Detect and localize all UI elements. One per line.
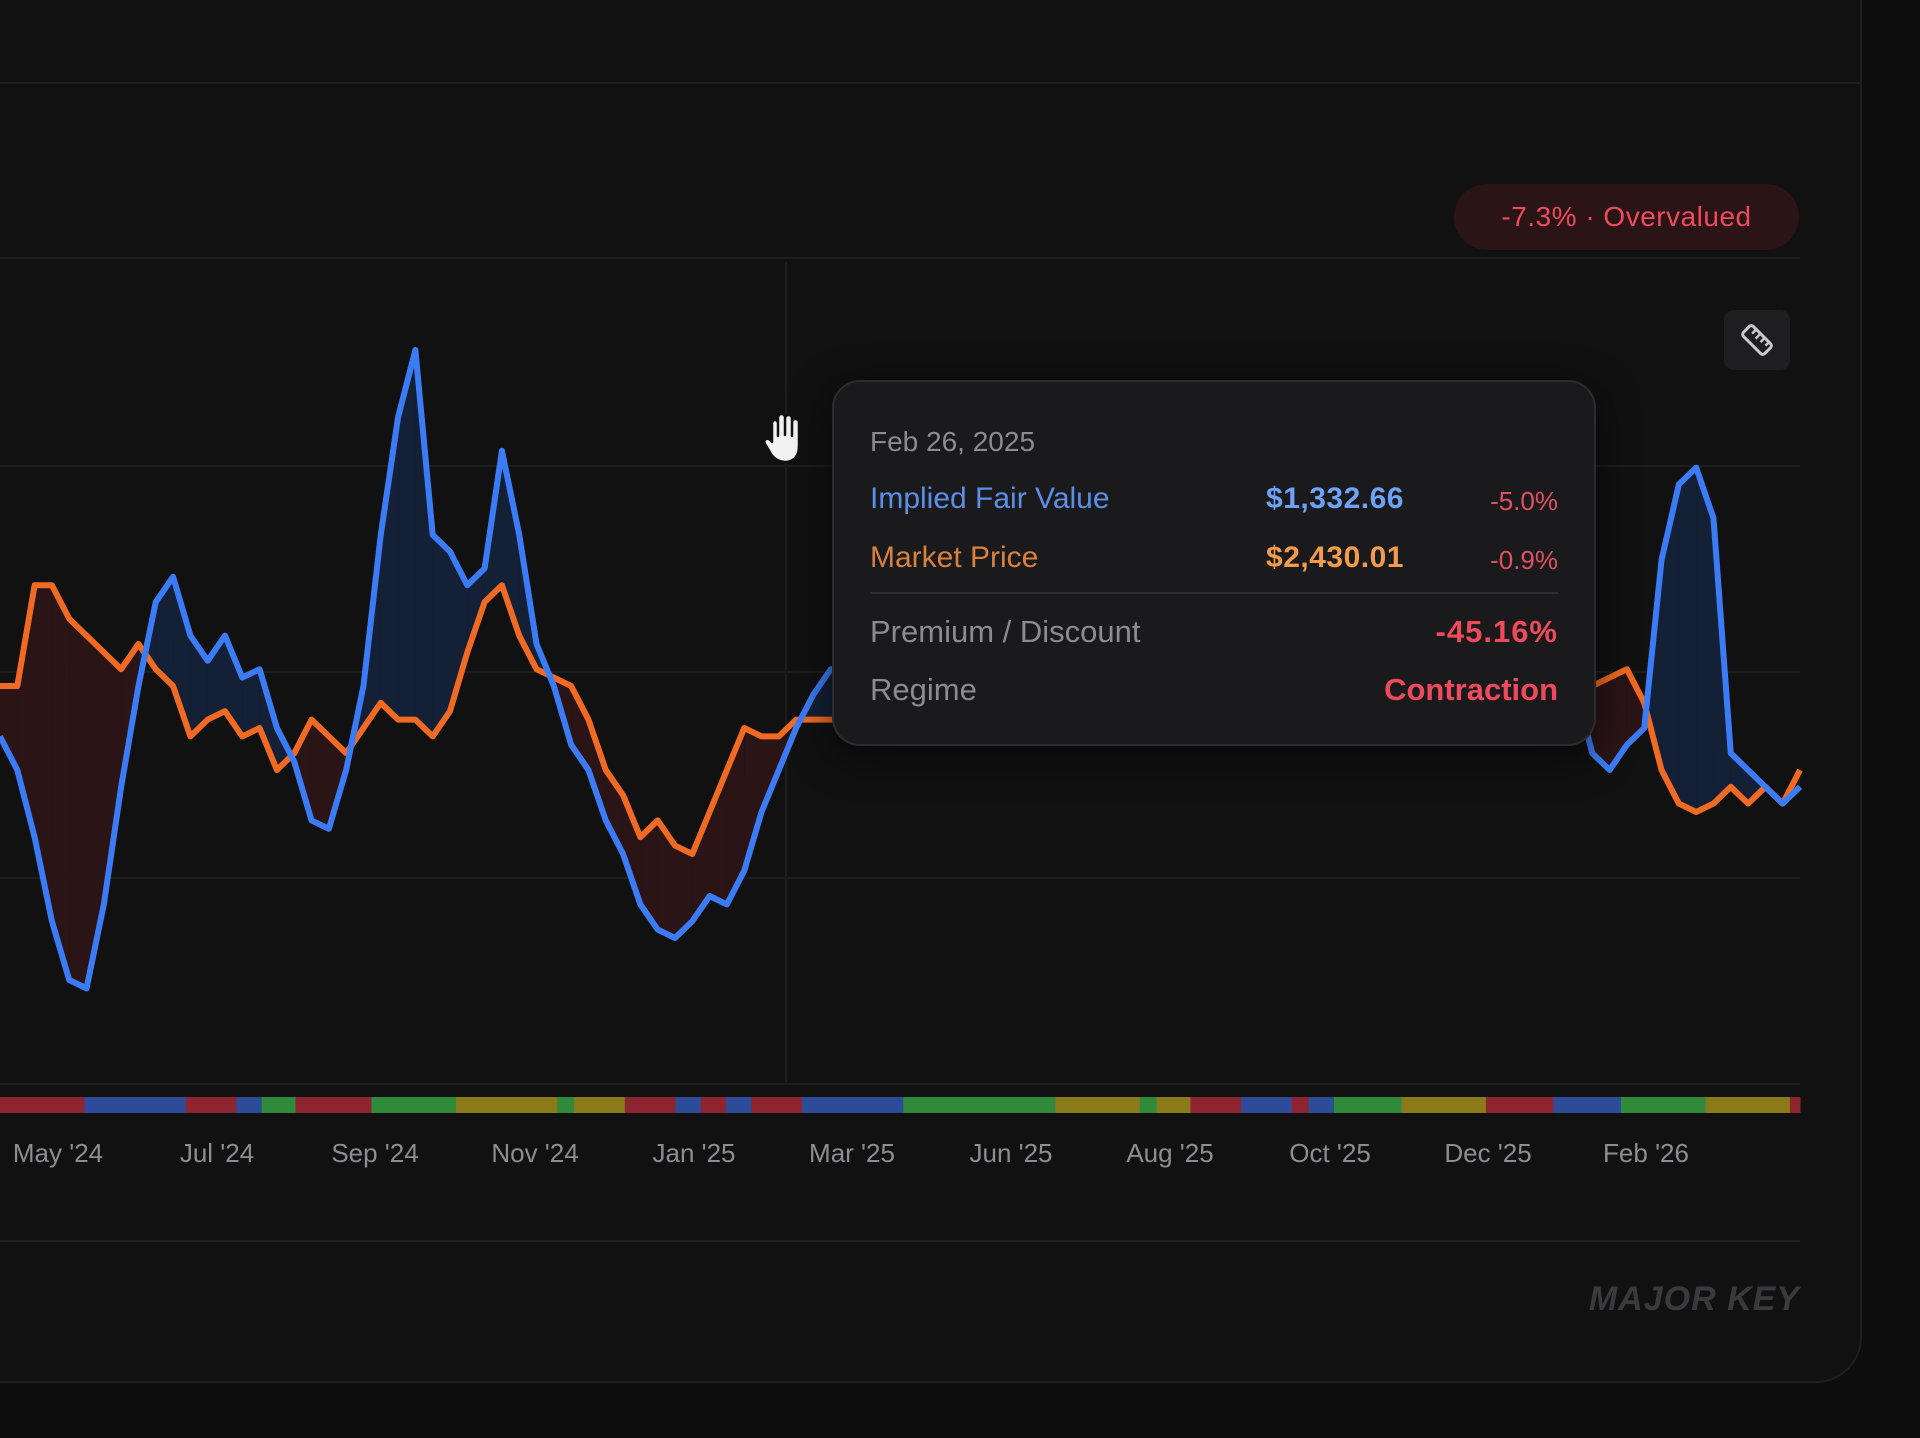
discount-fill-segment — [17, 585, 35, 838]
regime-segment-expansion — [261, 1097, 296, 1113]
regime-segment-contraction — [1291, 1097, 1310, 1113]
premium-fill-segment — [225, 635, 243, 737]
fair-value-label: Implied Fair Value — [870, 482, 1110, 515]
x-tick-label: Sep '24 — [331, 1138, 419, 1168]
premium-label: Premium / Discount — [870, 614, 1141, 649]
premium-fill-segment — [1661, 484, 1679, 804]
regime-segment-slowdown — [455, 1097, 558, 1113]
discount-fill-segment — [0, 686, 18, 770]
discount-fill-segment — [657, 820, 675, 938]
premium-fill-segment — [1678, 467, 1697, 812]
regime-segment-contraction — [624, 1097, 676, 1113]
premium-fill-segment — [1696, 467, 1714, 812]
tooltip-row-market-price: Market Price $2,430.01 -0.9% — [870, 541, 1558, 581]
x-tick-label: May '24 — [12, 1138, 104, 1168]
regime-label: Regime — [870, 672, 977, 707]
premium-fill-segment — [415, 350, 433, 737]
discount-fill-segment — [86, 635, 104, 989]
tooltip-divider — [870, 592, 1558, 594]
premium-fill-segment — [155, 576, 174, 686]
x-tick-label: Jun '25 — [969, 1138, 1053, 1168]
fair-value-change: -5.0% — [1490, 486, 1558, 516]
regime-segment-expansion — [1139, 1097, 1158, 1113]
x-tick-label: Aug '25 — [1126, 1138, 1214, 1168]
regime-value: Contraction — [1384, 672, 1558, 707]
discount-fill-segment — [1592, 677, 1610, 770]
discount-fill-segment — [103, 652, 122, 905]
x-tick-label: Mar '25 — [809, 1138, 895, 1168]
discount-fill-segment — [1609, 669, 1627, 770]
discount-fill-segment — [1626, 669, 1645, 745]
regime-segment-recovery — [675, 1097, 702, 1113]
regime-segment-recovery — [84, 1097, 187, 1113]
regime-segment-slowdown — [1401, 1097, 1487, 1113]
regime-segment-contraction — [1789, 1097, 1801, 1113]
premium-fill-segment — [813, 669, 831, 720]
x-tick-label: Jul '24 — [179, 1138, 255, 1168]
discount-fill-segment — [623, 795, 641, 905]
regime-segment-slowdown — [574, 1097, 626, 1113]
regime-segment-expansion — [557, 1097, 575, 1113]
ruler-icon — [1741, 324, 1773, 356]
watermark-logo: MAJOR KEY — [1588, 1280, 1800, 1318]
discount-fill-segment — [640, 820, 658, 930]
premium-fill-segment — [1730, 753, 1749, 804]
premium-fill-segment — [398, 350, 416, 720]
market-price-change: -0.9% — [1490, 545, 1558, 575]
regime-segment-contraction — [1190, 1097, 1242, 1113]
regime-segment-expansion — [371, 1097, 457, 1113]
regime-segment-recovery — [726, 1097, 752, 1113]
regime-segment-contraction — [1485, 1097, 1554, 1113]
regime-segment-recovery — [1553, 1097, 1622, 1113]
valuation-badge: -7.3% · Overvalued — [1454, 184, 1799, 250]
x-tick-label: Dec '25 — [1444, 1138, 1532, 1168]
market-price-label: Market Price — [870, 541, 1039, 574]
premium-fill-segment — [190, 635, 208, 737]
regime-segment-contraction — [0, 1097, 85, 1113]
tooltip-date: Feb 26, 2025 — [870, 426, 1036, 457]
tooltip-row-fair-value: Implied Fair Value $1,332.66 -5.0% — [870, 482, 1558, 522]
discount-fill-segment — [311, 719, 329, 829]
regime-segment-expansion — [1621, 1097, 1706, 1113]
discount-fill-segment — [69, 618, 87, 989]
x-tick-label: Jan '25 — [652, 1138, 736, 1168]
x-tick-label: Feb '26 — [1603, 1138, 1689, 1168]
x-tick-label: Oct '25 — [1289, 1138, 1371, 1168]
premium-fill-segment — [432, 534, 450, 737]
regime-segment-recovery — [1241, 1097, 1293, 1113]
regime-segment-contraction — [185, 1097, 237, 1113]
regime-segment-slowdown — [1055, 1097, 1141, 1113]
premium-fill-segment — [242, 669, 260, 737]
regime-segment-contraction — [295, 1097, 372, 1113]
discount-fill-segment — [51, 585, 70, 980]
discount-fill-segment — [588, 719, 606, 821]
premium-fill-segment — [1748, 770, 1766, 804]
ruler-button[interactable] — [1724, 310, 1790, 370]
discount-fill-segment — [744, 728, 762, 871]
regime-segment-contraction — [751, 1097, 803, 1113]
fair-value-value: $1,332.66 — [1266, 482, 1404, 515]
regime-segment-expansion — [903, 1097, 1056, 1113]
discount-fill-segment — [692, 812, 710, 922]
regime-segment-contraction — [700, 1097, 727, 1113]
footer-divider — [0, 1240, 1800, 1242]
regime-segment-recovery — [802, 1097, 904, 1113]
regime-segment-recovery — [236, 1097, 263, 1113]
data-tooltip: Feb 26, 2025 Implied Fair Value $1,332.6… — [832, 380, 1596, 746]
regime-segment-recovery — [1308, 1097, 1335, 1113]
header-divider — [0, 82, 1860, 84]
market-price-value: $2,430.01 — [1266, 541, 1404, 574]
discount-fill-segment — [34, 585, 52, 922]
premium-fill-segment — [380, 417, 399, 720]
discount-fill-segment — [726, 728, 745, 905]
discount-fill-segment — [761, 736, 779, 812]
regime-segment-slowdown — [1705, 1097, 1791, 1113]
hand-cursor-icon — [762, 412, 810, 471]
regime-segment-slowdown — [1156, 1097, 1191, 1113]
regime-segment-expansion — [1333, 1097, 1403, 1113]
discount-fill-segment — [675, 845, 693, 938]
premium-value: -45.16% — [1435, 614, 1558, 649]
x-tick-label: Nov '24 — [491, 1138, 579, 1168]
premium-fill-segment — [450, 551, 468, 712]
